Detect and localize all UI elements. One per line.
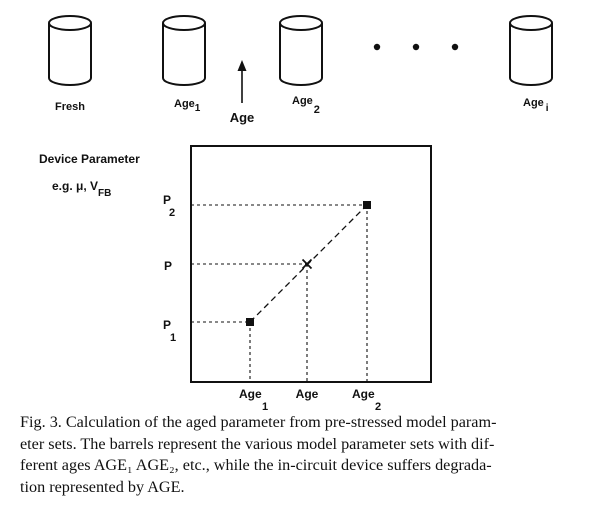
guide-lines	[191, 204, 368, 382]
barrel-fresh	[48, 15, 92, 86]
barrel-label-age2: Age2	[292, 95, 320, 116]
device-parameter-title: Device Parameter	[39, 152, 140, 166]
barrel-agei	[509, 15, 553, 86]
ellipsis-dot	[412, 43, 420, 51]
point-age1-p1	[246, 318, 254, 326]
device-parameter-example: e.g. μ, VFB	[52, 179, 111, 199]
x-tick-age2: Age2	[352, 387, 381, 413]
x-tick-age: Age	[296, 387, 319, 401]
y-tick-p: P	[164, 259, 172, 273]
barrel-age1	[162, 15, 206, 86]
caption-line: ferent ages AGE₁ AGE₂, etc., while the i…	[20, 456, 492, 474]
ellipsis-dot	[373, 43, 381, 51]
point-age2-p2	[363, 201, 371, 209]
barrel-label-agei: Age i	[523, 97, 549, 114]
age-arrow	[237, 60, 247, 103]
caption-line: tion represented by AGE.	[20, 477, 185, 496]
point-age-p-cross	[301, 258, 313, 270]
barrel-age2	[279, 15, 323, 86]
barrel-label-fresh: Fresh	[55, 101, 85, 113]
age-arrow-label: Age	[230, 110, 255, 125]
caption-line: eter sets. The barrels represent the var…	[20, 434, 495, 453]
x-tick-age1: Age1	[239, 387, 268, 413]
barrel-label-age1: Age1	[174, 98, 201, 114]
ellipsis-dot	[451, 43, 459, 51]
figure-caption: Fig. 3. Calculation of the aged paramete…	[20, 412, 580, 498]
caption-line: Fig. 3. Calculation of the aged paramete…	[20, 413, 497, 431]
